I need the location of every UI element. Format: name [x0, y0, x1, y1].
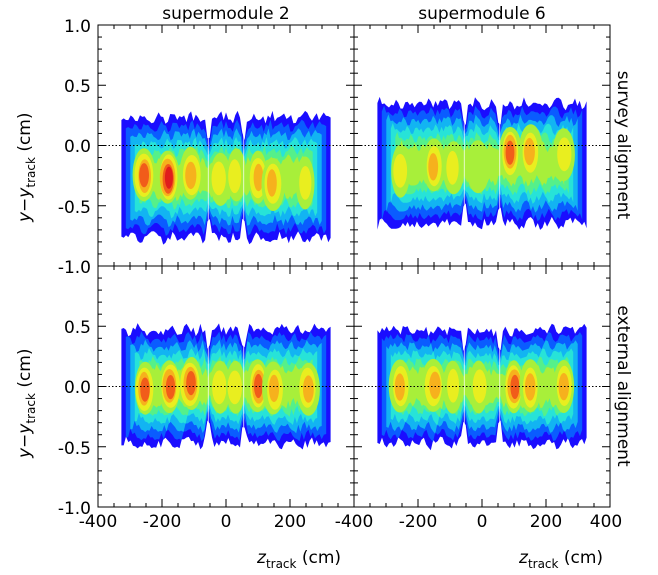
y-tick-label: -1.0: [58, 499, 91, 519]
y-tick-label: 0.5: [64, 77, 91, 97]
density-hotspot: [428, 153, 439, 181]
density-hotspot: [165, 375, 176, 400]
density-hotspot: [185, 161, 197, 190]
density-hotspot: [466, 140, 490, 194]
density-hotspot: [228, 159, 242, 194]
density-hotspot: [524, 137, 535, 166]
density-hotspot: [446, 150, 459, 185]
x-axis-title-right: ztrack (cm): [518, 548, 603, 571]
y-tick-labels: 1.0 0.5 0.0 -0.5 -1.0 0.5 0.0 -0.5 -1.0: [58, 17, 91, 519]
density-hotspot: [268, 374, 280, 403]
x-tick-label: -400: [335, 512, 374, 532]
column-title-supermodule-2: supermodule 2: [162, 4, 290, 24]
y-tick-label: 0.0: [64, 378, 91, 398]
x-tick-label: -200: [399, 512, 438, 532]
x-tick-label: -400: [79, 512, 118, 532]
density-hotspot: [253, 163, 264, 192]
density-hotspot: [429, 371, 441, 399]
row-title-external-alignment: external alignment: [613, 305, 633, 467]
density-hotspot: [254, 373, 263, 399]
density-hotspot: [394, 373, 405, 401]
density-hotspot: [393, 153, 408, 188]
x-tick-label: -200: [143, 512, 182, 532]
x-axis-title-left: ztrack (cm): [256, 548, 341, 571]
x-tick-label: 0: [477, 512, 488, 532]
density-hotspot: [472, 369, 487, 404]
y-tick-label: -1.0: [58, 258, 91, 278]
density-hotspot: [299, 166, 312, 200]
density-hotspot: [510, 374, 520, 399]
density-hotspot: [505, 140, 515, 165]
x-tick-label: 0: [221, 512, 232, 532]
x-tick-label: 200: [530, 512, 562, 532]
density-hotspot: [140, 377, 150, 402]
density-hotspot: [212, 370, 227, 405]
x-tick-label: 200: [274, 512, 306, 532]
density-hotspot: [557, 137, 572, 172]
density-panel: [377, 91, 587, 236]
y-tick-label: -0.5: [58, 439, 91, 459]
density-hotspot: [303, 375, 314, 403]
y-axis-title-top: y−ytrack (cm): [15, 113, 38, 224]
x-tick-label: 400: [590, 512, 622, 532]
density-hotspot: [227, 370, 242, 405]
density-hotspot: [558, 373, 569, 401]
y-axis-title-bottom: y−ytrack (cm): [15, 349, 38, 460]
density-hotspot: [164, 166, 173, 189]
y-tick-label: -0.5: [58, 198, 91, 218]
density-hotspot: [211, 161, 226, 196]
y-tick-label: 1.0: [64, 17, 91, 37]
density-panel: [377, 317, 587, 456]
density-hotspot: [267, 169, 277, 197]
density-panel: [121, 105, 331, 251]
y-tick-label: 0.0: [64, 137, 91, 157]
density-layers: [121, 91, 587, 456]
reference-lines: [98, 145, 610, 387]
row-title-survey-alignment: survey alignment: [613, 71, 633, 220]
density-panel: [121, 317, 331, 456]
y-tick-label: 0.5: [64, 318, 91, 338]
density-hotspot: [447, 368, 460, 403]
column-title-supermodule-6: supermodule 6: [418, 4, 546, 24]
density-hotspot: [186, 371, 196, 396]
axis-ticks: [97, 24, 611, 508]
density-hotspot: [139, 163, 150, 188]
x-tick-labels: -400 -200 0 200 -400 -200 0 200 400: [79, 512, 623, 532]
